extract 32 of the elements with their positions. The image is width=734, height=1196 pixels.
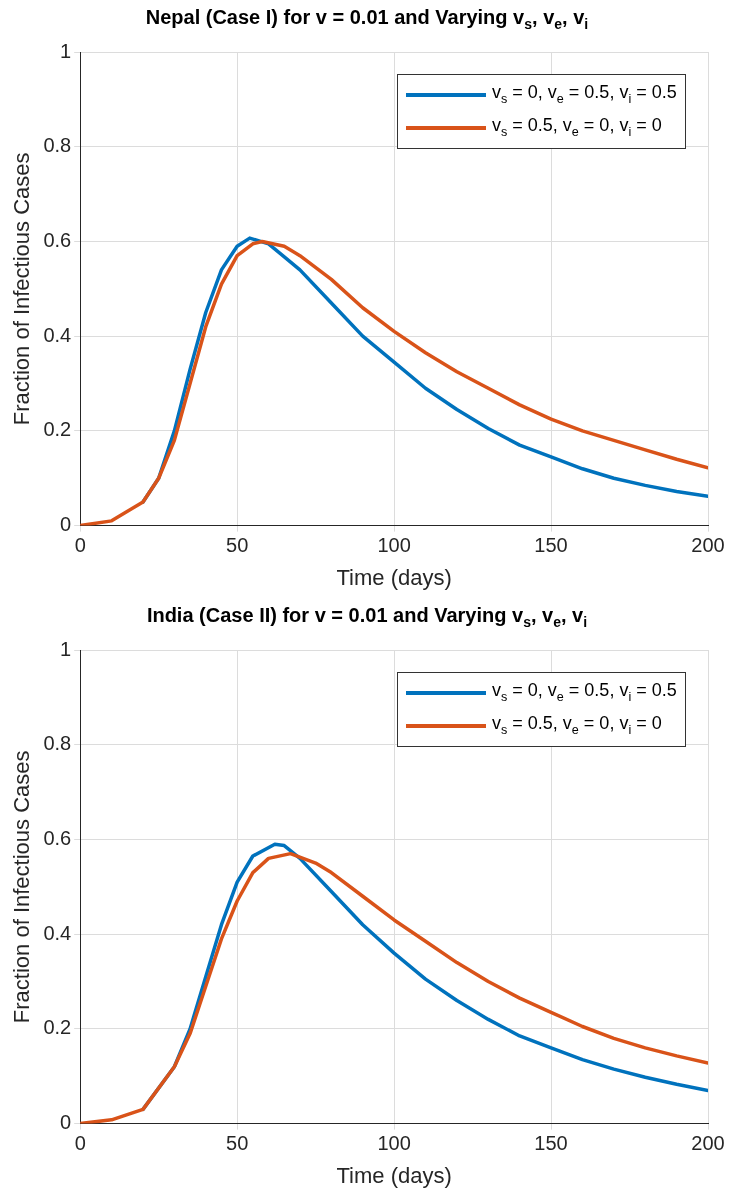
legend-label: v$_{s}$ = 0, v$_{e}$ = 0.5, v$_{i}$ = 0.5 xyxy=(492,679,677,706)
legend-label: v$_{s}$ = 0.5, v$_{e}$ = 0, v$_{i}$ = 0 xyxy=(492,711,662,739)
y-tick-label: 0.4 xyxy=(43,323,72,346)
x-tick-label: 100 xyxy=(377,534,411,557)
y-tick-label: 0 xyxy=(60,513,72,536)
x-tick-label: 50 xyxy=(226,1132,249,1155)
y-tick-label: 0.6 xyxy=(43,826,72,849)
y-axis-title: Fraction of Infectious Cases xyxy=(9,750,35,1024)
x-tick-label: 0 xyxy=(74,534,86,557)
y-tick-label: 0.8 xyxy=(43,134,72,157)
y-tick-label: 0.8 xyxy=(43,732,72,755)
y-tick-label: 1 xyxy=(60,637,72,660)
x-tick-label: 200 xyxy=(691,1132,725,1155)
chart-title: Nepal (Case I) for v = 0.01 and Varying v$_{s}$, v$_{e}$, v$_{i}$ xyxy=(144,6,590,32)
legend-label: v$_{s}$ = 0, v$_{e}$ = 0.5, v$_{i}$ = 0.5 xyxy=(492,81,677,108)
x-tick-label: 150 xyxy=(534,1132,568,1155)
y-tick-label: 0.6 xyxy=(43,228,72,251)
x-tick-label: 200 xyxy=(691,534,725,557)
chart-title: India (Case II) for v = 0.01 and Varying v$_{s}$, v$_{e}$, v$_{i}$ xyxy=(145,604,589,630)
y-tick-label: 1 xyxy=(60,39,72,62)
y-tick-label: 0.4 xyxy=(43,921,72,944)
legend-label: v$_{s}$ = 0.5, v$_{e}$ = 0, v$_{i}$ = 0 xyxy=(492,113,662,141)
y-tick-label: 0 xyxy=(60,1111,72,1134)
y-tick-label: 0.2 xyxy=(43,418,72,441)
x-axis-title: Time (days) xyxy=(336,564,452,590)
x-tick-label: 50 xyxy=(226,534,249,557)
x-tick-label: 100 xyxy=(377,1132,411,1155)
x-tick-label: 0 xyxy=(74,1132,86,1155)
y-axis-title: Fraction of Infectious Cases xyxy=(9,152,35,426)
x-axis-title: Time (days) xyxy=(336,1162,452,1188)
x-tick-label: 150 xyxy=(534,534,568,557)
y-tick-label: 0.2 xyxy=(43,1016,72,1039)
